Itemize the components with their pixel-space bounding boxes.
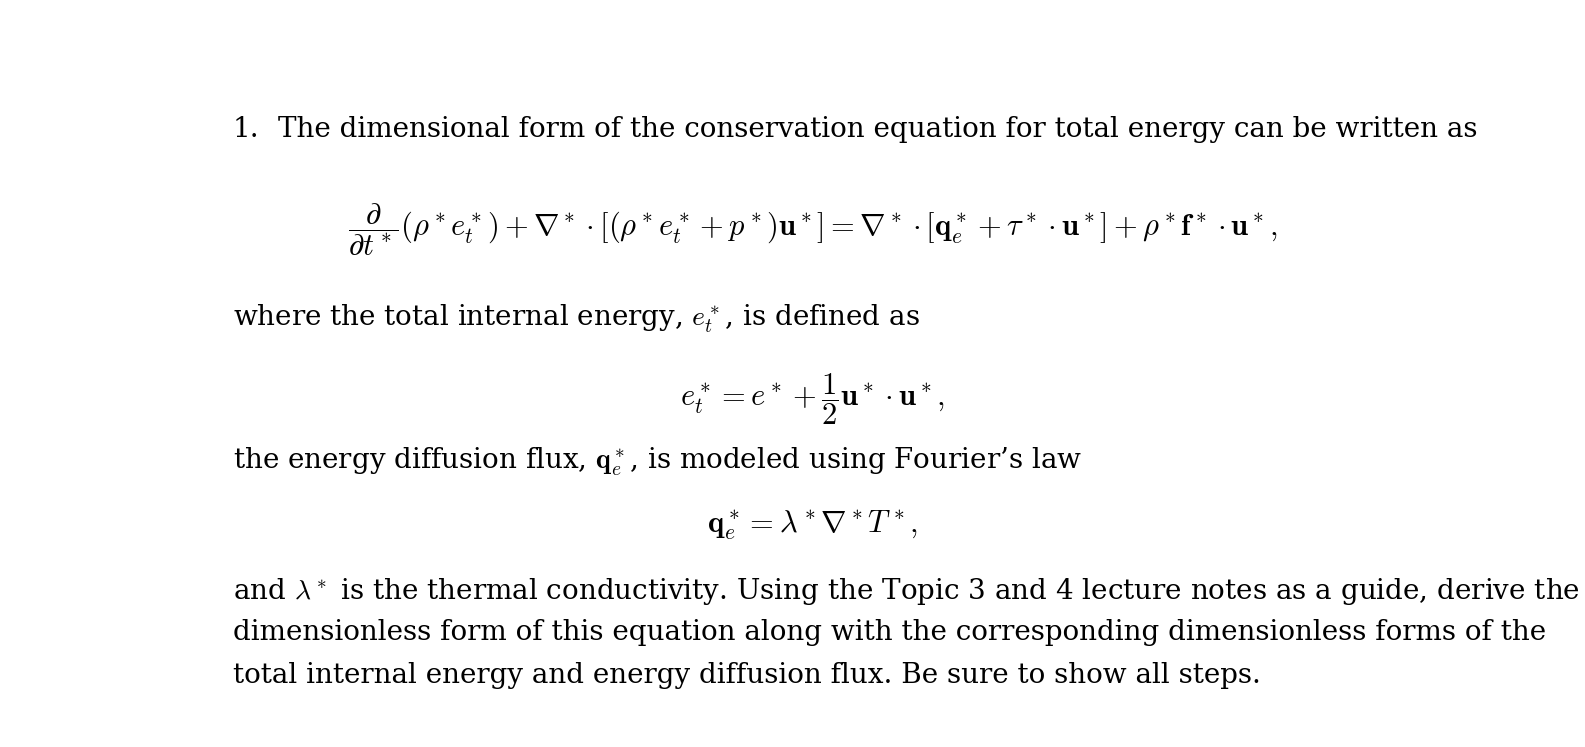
Text: dimensionless form of this equation along with the corresponding dimensionless f: dimensionless form of this equation alon…	[233, 619, 1545, 646]
Text: and $\lambda^*$ is the thermal conductivity. Using the Topic 3 and 4 lecture not: and $\lambda^*$ is the thermal conductiv…	[233, 576, 1579, 607]
Text: total internal energy and energy diffusion flux. Be sure to show all steps.: total internal energy and energy diffusi…	[233, 662, 1260, 689]
Text: the energy diffusion flux, $\mathbf{q}_e^*$, is modeled using Fourier’s law: the energy diffusion flux, $\mathbf{q}_e…	[233, 446, 1081, 478]
Text: The dimensional form of the conservation equation for total energy can be writte: The dimensional form of the conservation…	[277, 116, 1477, 143]
Text: $\mathbf{q}_e^* = \lambda^* \nabla^* T^*,$: $\mathbf{q}_e^* = \lambda^* \nabla^* T^*…	[707, 509, 918, 542]
Text: 1.: 1.	[233, 116, 258, 143]
Text: $\dfrac{\partial}{\partial t^*}(\rho^* e_t^*) + \nabla^* \cdot [(\rho^* e_t^* + : $\dfrac{\partial}{\partial t^*}(\rho^* e…	[347, 202, 1278, 258]
Text: $e_t^* = e^* + \dfrac{1}{2}\mathbf{u}^* \cdot \mathbf{u}^*,$: $e_t^* = e^* + \dfrac{1}{2}\mathbf{u}^* …	[680, 371, 945, 427]
Text: where the total internal energy, $e_t^*$, is defined as: where the total internal energy, $e_t^*$…	[233, 303, 919, 335]
